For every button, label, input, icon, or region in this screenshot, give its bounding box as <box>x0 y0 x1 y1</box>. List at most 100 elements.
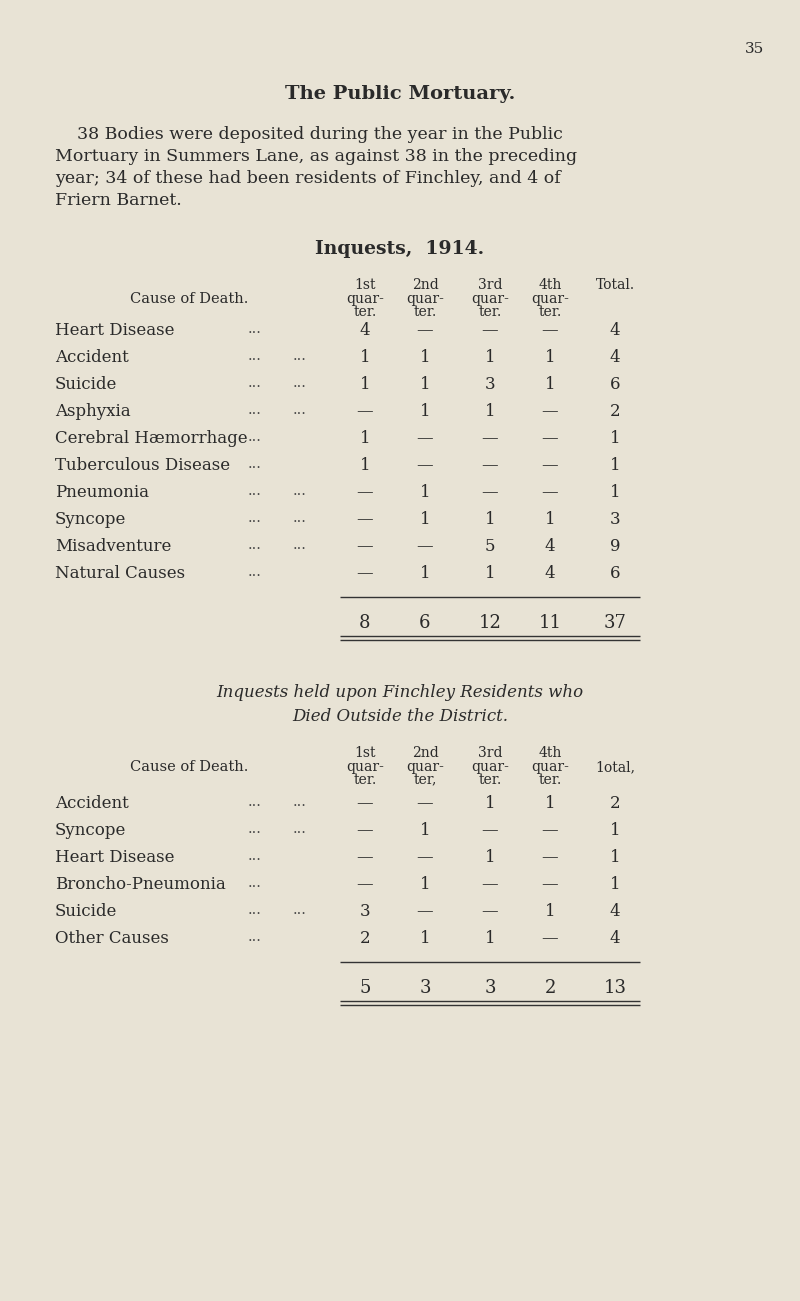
Text: ter.: ter. <box>354 304 377 319</box>
Text: —: — <box>542 323 558 340</box>
Text: ...: ... <box>248 323 262 336</box>
Text: —: — <box>542 457 558 474</box>
Text: —: — <box>542 822 558 839</box>
Text: 1: 1 <box>485 349 495 366</box>
Text: ...: ... <box>293 511 307 526</box>
Text: ...: ... <box>248 565 262 579</box>
Text: Syncope: Syncope <box>55 511 126 528</box>
Text: ...: ... <box>248 349 262 363</box>
Text: Suicide: Suicide <box>55 903 118 920</box>
Text: 2nd: 2nd <box>412 745 438 760</box>
Text: —: — <box>417 431 434 448</box>
Text: 1: 1 <box>545 349 555 366</box>
Text: 4th: 4th <box>538 278 562 291</box>
Text: 2: 2 <box>610 795 620 812</box>
Text: 1: 1 <box>610 484 620 501</box>
Text: 1: 1 <box>545 903 555 920</box>
Text: ...: ... <box>248 539 262 552</box>
Text: 5: 5 <box>485 539 495 556</box>
Text: ter.: ter. <box>478 773 502 787</box>
Text: Friern Barnet.: Friern Barnet. <box>55 193 182 209</box>
Text: 1: 1 <box>420 403 430 420</box>
Text: —: — <box>417 539 434 556</box>
Text: ...: ... <box>293 903 307 917</box>
Text: 4: 4 <box>545 539 555 556</box>
Text: Cause of Death.: Cause of Death. <box>130 760 248 774</box>
Text: 1: 1 <box>360 376 370 393</box>
Text: —: — <box>417 795 434 812</box>
Text: 1: 1 <box>420 349 430 366</box>
Text: 4: 4 <box>610 930 620 947</box>
Text: 3: 3 <box>419 978 430 997</box>
Text: 9: 9 <box>610 539 620 556</box>
Text: —: — <box>482 323 498 340</box>
Text: —: — <box>482 484 498 501</box>
Text: ...: ... <box>248 484 262 498</box>
Text: 4: 4 <box>610 903 620 920</box>
Text: ...: ... <box>248 376 262 390</box>
Text: —: — <box>417 457 434 474</box>
Text: quar-: quar- <box>406 760 444 774</box>
Text: 1: 1 <box>360 431 370 448</box>
Text: 3: 3 <box>610 511 620 528</box>
Text: 1: 1 <box>545 376 555 393</box>
Text: ter,: ter, <box>414 773 437 787</box>
Text: Accident: Accident <box>55 795 129 812</box>
Text: —: — <box>542 431 558 448</box>
Text: Syncope: Syncope <box>55 822 126 839</box>
Text: 2nd: 2nd <box>412 278 438 291</box>
Text: 1: 1 <box>485 403 495 420</box>
Text: 1: 1 <box>420 484 430 501</box>
Text: ...: ... <box>293 795 307 809</box>
Text: 6: 6 <box>419 614 430 632</box>
Text: 6: 6 <box>610 376 620 393</box>
Text: Accident: Accident <box>55 349 129 366</box>
Text: —: — <box>417 850 434 866</box>
Text: 2: 2 <box>610 403 620 420</box>
Text: 12: 12 <box>478 614 502 632</box>
Text: 3: 3 <box>484 978 496 997</box>
Text: 1: 1 <box>545 511 555 528</box>
Text: 1: 1 <box>420 822 430 839</box>
Text: Heart Disease: Heart Disease <box>55 323 174 340</box>
Text: —: — <box>357 795 374 812</box>
Text: —: — <box>357 822 374 839</box>
Text: 1: 1 <box>545 795 555 812</box>
Text: Inquests,  1914.: Inquests, 1914. <box>315 239 485 258</box>
Text: 1: 1 <box>360 349 370 366</box>
Text: ...: ... <box>293 376 307 390</box>
Text: ...: ... <box>248 850 262 863</box>
Text: Heart Disease: Heart Disease <box>55 850 174 866</box>
Text: —: — <box>482 822 498 839</box>
Text: 1: 1 <box>485 795 495 812</box>
Text: 13: 13 <box>603 978 626 997</box>
Text: ter.: ter. <box>538 304 562 319</box>
Text: —: — <box>482 457 498 474</box>
Text: Inquests held upon Finchley Residents who: Inquests held upon Finchley Residents wh… <box>217 684 583 701</box>
Text: Other Causes: Other Causes <box>55 930 169 947</box>
Text: 1: 1 <box>610 457 620 474</box>
Text: ...: ... <box>248 930 262 945</box>
Text: quar-: quar- <box>531 760 569 774</box>
Text: ...: ... <box>248 795 262 809</box>
Text: 37: 37 <box>603 614 626 632</box>
Text: 6: 6 <box>610 565 620 582</box>
Text: 35: 35 <box>745 42 764 56</box>
Text: —: — <box>357 876 374 892</box>
Text: Tuberculous Disease: Tuberculous Disease <box>55 457 230 474</box>
Text: —: — <box>357 850 374 866</box>
Text: —: — <box>482 431 498 448</box>
Text: Cerebral Hæmorrhage: Cerebral Hæmorrhage <box>55 431 248 448</box>
Text: —: — <box>542 930 558 947</box>
Text: 1st: 1st <box>354 745 376 760</box>
Text: quar-: quar- <box>471 760 509 774</box>
Text: 3rd: 3rd <box>478 278 502 291</box>
Text: —: — <box>542 876 558 892</box>
Text: 4: 4 <box>360 323 370 340</box>
Text: ...: ... <box>248 457 262 471</box>
Text: 1: 1 <box>485 850 495 866</box>
Text: Total.: Total. <box>595 278 634 291</box>
Text: 1: 1 <box>360 457 370 474</box>
Text: 1: 1 <box>420 876 430 892</box>
Text: Mortuary in Summers Lane, as against 38 in the preceding: Mortuary in Summers Lane, as against 38 … <box>55 148 577 165</box>
